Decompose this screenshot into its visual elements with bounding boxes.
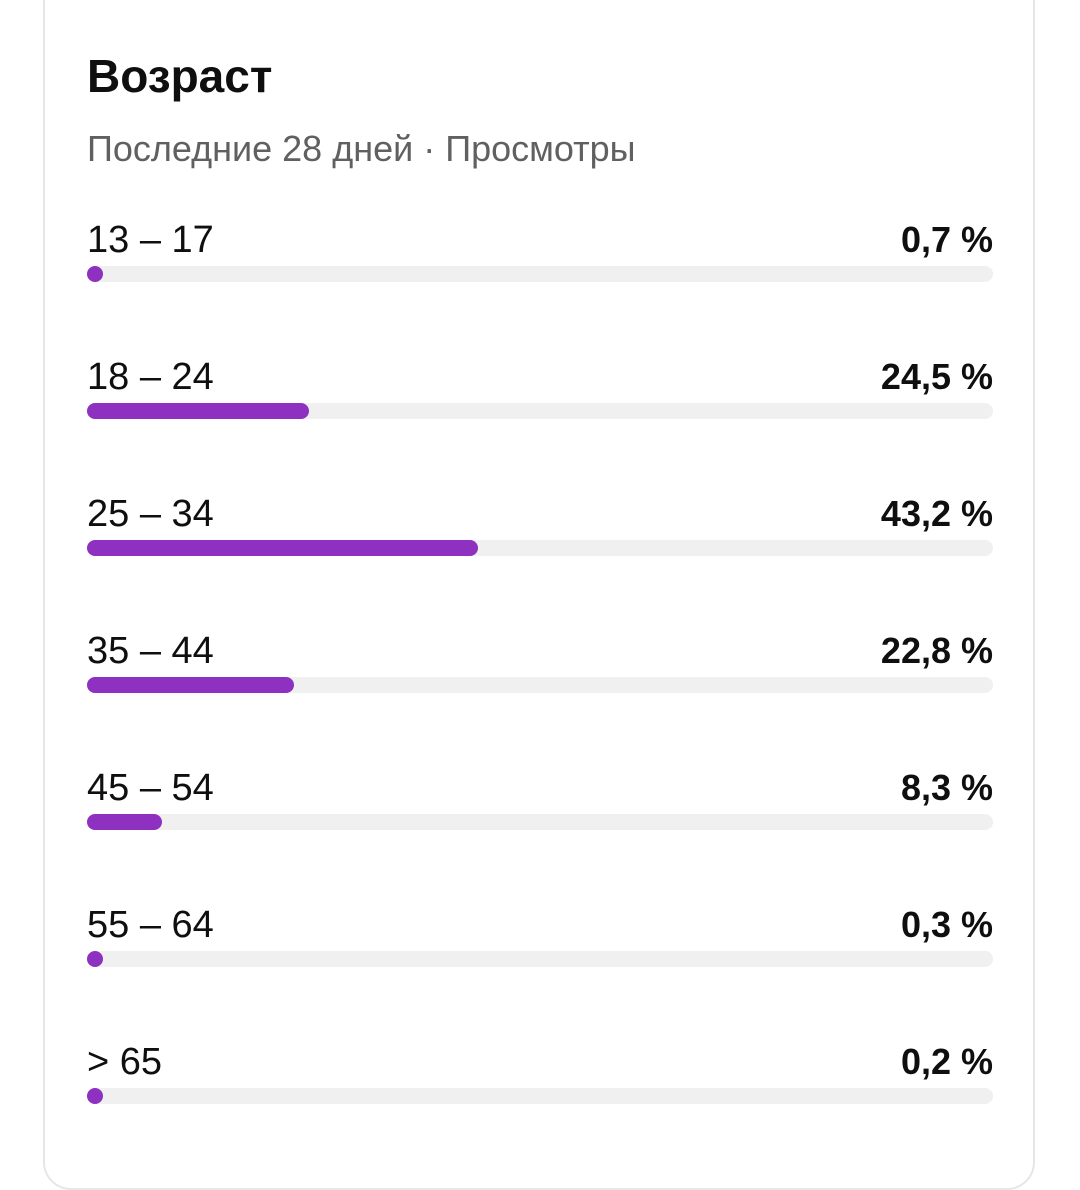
bar-track [87,540,993,556]
age-percent-value: 8,3 % [900,767,993,808]
age-range-label: > 65 [87,1041,163,1083]
age-row: > 65 0,2 % [87,1040,993,1140]
bar-track [87,1088,993,1104]
bar-fill [87,951,103,967]
age-row: 25 – 34 43,2 % [87,492,993,592]
bar-fill [87,1088,103,1104]
card-title: Возраст [87,50,273,102]
age-range-label: 25 – 34 [87,493,214,535]
age-percent-value: 43,2 % [880,493,993,534]
bar-fill [87,540,479,556]
bar-track [87,951,993,967]
card-subtitle: Последние 28 дней · Просмотры [87,128,636,169]
age-row: 13 – 17 0,7 % [87,218,993,318]
age-percent-value: 24,5 % [880,356,993,397]
age-card [43,0,1035,1190]
bar-track [87,403,993,419]
age-percent-value: 0,7 % [900,219,993,260]
age-row: 18 – 24 24,5 % [87,355,993,455]
bar-fill [87,814,163,830]
age-range-label: 13 – 17 [87,219,214,261]
age-percent-value: 0,2 % [900,1041,993,1082]
bar-fill [87,677,294,693]
age-row: 35 – 44 22,8 % [87,629,993,729]
age-range-label: 35 – 44 [87,630,214,672]
bar-track [87,677,993,693]
bar-fill [87,266,103,282]
age-row: 55 – 64 0,3 % [87,903,993,1003]
age-row: 45 – 54 8,3 % [87,766,993,866]
bar-fill [87,403,309,419]
age-range-label: 18 – 24 [87,356,214,398]
age-range-label: 45 – 54 [87,767,214,809]
bar-track [87,266,993,282]
age-percent-value: 0,3 % [900,904,993,945]
age-percent-value: 22,8 % [880,630,993,671]
bar-track [87,814,993,830]
age-range-label: 55 – 64 [87,904,214,946]
